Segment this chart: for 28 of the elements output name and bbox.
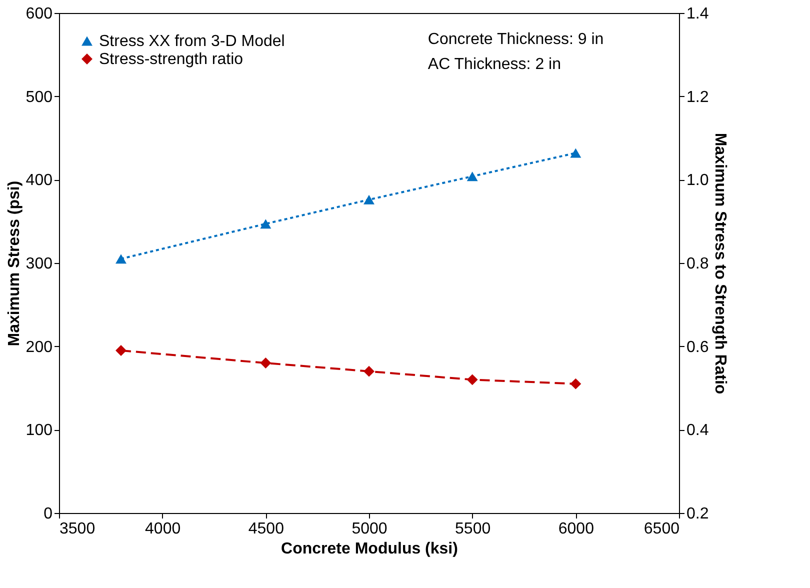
y2-tick-label: 1.2 [686, 88, 709, 106]
x-tick-label: 5500 [455, 520, 491, 538]
x-tick-label: 3500 [60, 520, 96, 538]
x-axis-title: Concrete Modulus (ksi) [281, 540, 458, 558]
y-tick-label: 200 [26, 338, 53, 356]
legend-label: Stress-strength ratio [99, 51, 244, 68]
x-tick-label: 4000 [145, 520, 181, 538]
y2-tick-label: 0.2 [686, 506, 709, 522]
x-tick-label: 5000 [352, 520, 388, 538]
x-tick-label: 6500 [644, 520, 680, 538]
legend-label: Stress XX from 3-D Model [99, 33, 285, 50]
y-tick-label: 0 [44, 506, 53, 522]
annotation: Concrete Thickness: 9 in [428, 31, 604, 48]
y-tick-label: 500 [26, 88, 53, 106]
annotation: AC Thickness: 2 in [428, 56, 561, 73]
y-tick-label: 400 [26, 172, 53, 190]
y-axis-title: Maximum Stress (psi) [6, 180, 23, 346]
x-tick-label: 6000 [558, 520, 594, 538]
y2-tick-label: 0.6 [686, 338, 709, 356]
y2-tick-label: 0.4 [686, 422, 709, 440]
y2-tick-label: 1.4 [686, 6, 709, 22]
y2-tick-label: 1.0 [686, 172, 709, 190]
y-tick-label: 600 [26, 6, 53, 22]
y-tick-label: 300 [26, 256, 53, 272]
y-tick-label: 100 [26, 422, 53, 440]
x-tick-label: 4500 [248, 520, 284, 538]
y2-axis-title: Maximum Stress to Strength Ratio [712, 132, 729, 394]
y2-tick-label: 0.8 [686, 256, 709, 272]
